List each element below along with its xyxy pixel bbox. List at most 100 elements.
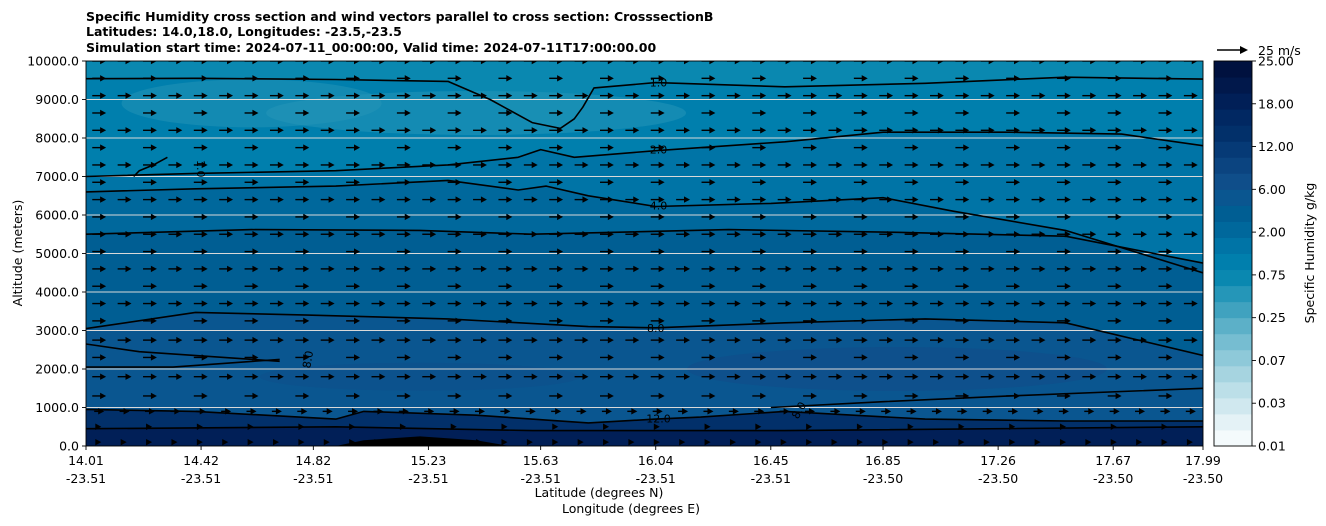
quiver-key: 25 m/s bbox=[1217, 43, 1301, 58]
wind-vector-head bbox=[450, 438, 457, 446]
humidity-band bbox=[86, 180, 1203, 273]
wind-vector-head bbox=[734, 161, 741, 169]
wind-vector-head bbox=[252, 161, 259, 169]
wind-vector-head bbox=[1009, 423, 1016, 430]
wind-vector-head bbox=[201, 336, 208, 344]
title-line-1: Specific Humidity cross section and wind… bbox=[86, 9, 713, 24]
x-tick-label-lon: -23.51 bbox=[636, 471, 676, 486]
wind-vector-head bbox=[887, 196, 894, 203]
colorbar-swatch bbox=[1214, 317, 1252, 335]
wind-vector-head bbox=[353, 248, 360, 255]
x-tick-label-lon: -23.51 bbox=[521, 471, 561, 486]
wind-vector-head bbox=[836, 336, 843, 344]
wind-vector-head bbox=[176, 265, 183, 273]
wind-vector-head bbox=[1115, 109, 1122, 117]
wind-vector-head bbox=[1140, 336, 1147, 344]
wind-vector-head bbox=[201, 144, 208, 151]
wind-vector-head bbox=[1166, 144, 1173, 151]
wind-vector-head bbox=[125, 373, 132, 380]
wind-vector-head bbox=[887, 61, 894, 65]
wind-vector-head bbox=[861, 196, 868, 203]
x-tick-label-lat: 14.82 bbox=[295, 453, 331, 468]
wind-vector-head bbox=[353, 300, 360, 307]
wind-vector-head bbox=[252, 300, 259, 307]
wind-vector-head bbox=[709, 127, 716, 134]
wind-vector-head bbox=[912, 75, 919, 82]
wind-vector-head bbox=[709, 300, 716, 307]
wind-vector-head bbox=[937, 161, 944, 169]
wind-vector-head bbox=[1090, 161, 1097, 169]
wind-vector-head bbox=[303, 92, 310, 99]
wind-vector-head bbox=[607, 373, 614, 380]
y-tick-label: 0.0 bbox=[59, 439, 79, 454]
wind-vector-head bbox=[506, 283, 513, 290]
contour-label: 1.0 bbox=[194, 160, 207, 178]
wind-vector-head bbox=[809, 408, 816, 415]
wind-vector-head bbox=[379, 196, 386, 203]
wind-vector-head bbox=[760, 75, 767, 82]
wind-vector-head bbox=[983, 438, 990, 446]
wind-vector-head bbox=[882, 438, 889, 446]
wind-vector-head bbox=[1115, 92, 1122, 99]
wind-vector-head bbox=[506, 373, 513, 380]
wind-vector-head bbox=[227, 127, 234, 134]
colorbar-label: Specific Humidity g/kg bbox=[1302, 183, 1317, 324]
wind-vector-head bbox=[861, 392, 868, 400]
wind-vector-head bbox=[988, 61, 995, 65]
wind-vector-head bbox=[785, 336, 792, 344]
contour-line bbox=[86, 76, 1203, 130]
wind-vector-head bbox=[682, 408, 689, 415]
wind-vector-head bbox=[146, 423, 153, 430]
wind-vector-head bbox=[196, 423, 203, 430]
wind-vector-head bbox=[861, 92, 868, 99]
wind-vector-head bbox=[404, 127, 411, 134]
wind-vector-head bbox=[709, 92, 716, 99]
wind-vector-head bbox=[303, 392, 310, 400]
wind-vector-head bbox=[1191, 61, 1198, 65]
wind-vector-head bbox=[201, 283, 208, 290]
wind-vector-head bbox=[1140, 231, 1147, 238]
wind-vector-head bbox=[404, 265, 411, 273]
wind-vector-head bbox=[201, 354, 208, 361]
wind-vector-head bbox=[353, 213, 360, 221]
wind-vector-head bbox=[861, 109, 868, 117]
wind-vector-head bbox=[887, 300, 894, 307]
wind-vector-head bbox=[201, 317, 208, 325]
wind-vector-head bbox=[810, 127, 817, 134]
wind-vector-head bbox=[557, 317, 564, 325]
wind-vector-head bbox=[912, 127, 919, 134]
wind-vector-head bbox=[303, 354, 310, 361]
wind-vector-head bbox=[810, 283, 817, 290]
wind-vector-head bbox=[455, 231, 462, 238]
wind-vector-head bbox=[836, 196, 843, 203]
wind-vector-head bbox=[455, 144, 462, 151]
wind-vector-head bbox=[1115, 127, 1122, 134]
wind-vector-head bbox=[1166, 75, 1173, 82]
wind-vector-head bbox=[963, 354, 970, 361]
wind-vector-head bbox=[352, 408, 359, 415]
wind-vector-head bbox=[887, 92, 894, 99]
wind-vector-head bbox=[1166, 109, 1173, 117]
wind-vector-head bbox=[1014, 248, 1021, 255]
wind-vector-head bbox=[430, 265, 437, 273]
wind-vector-head bbox=[658, 196, 665, 203]
colorbar-swatch bbox=[1214, 365, 1252, 383]
wind-vector-head bbox=[658, 161, 665, 169]
wind-vector-head bbox=[658, 231, 665, 238]
colorbar-tick-label: 6.00 bbox=[1258, 182, 1286, 197]
wind-vector-head bbox=[760, 392, 767, 400]
colorbar-swatch bbox=[1214, 429, 1252, 447]
wind-vector-head bbox=[328, 373, 335, 380]
wind-vector-head bbox=[912, 392, 919, 400]
wind-vector-head bbox=[303, 179, 310, 186]
wind-vector-head bbox=[404, 61, 411, 65]
wind-vector-head bbox=[555, 408, 562, 415]
wind-vector-head bbox=[252, 354, 259, 361]
contour-line bbox=[86, 358, 280, 368]
wind-vector-head bbox=[1166, 196, 1173, 203]
wind-vector-head bbox=[201, 92, 208, 99]
wind-vector-head bbox=[277, 61, 284, 65]
wind-vector-head bbox=[455, 196, 462, 203]
wind-vector-head bbox=[98, 408, 105, 415]
wind-vector-head bbox=[734, 373, 741, 380]
